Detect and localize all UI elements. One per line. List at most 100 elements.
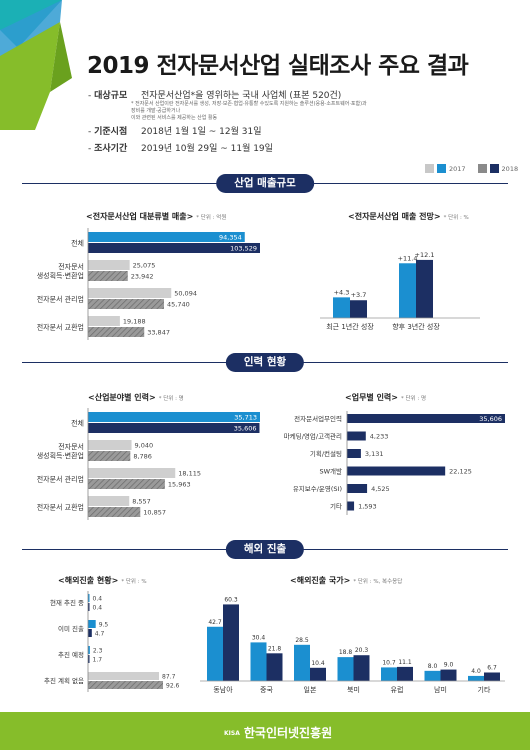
data-label-2018: 23,942 [131,273,154,281]
category-label: SW개발 [319,467,342,476]
chart6-title: <해외진출 국가> * 단위 : %, 복수응답 [290,576,403,585]
data-label-2017: 42.7 [208,619,222,626]
bar-2017 [88,468,176,478]
category-label: 기타 [330,502,342,511]
bar-2018 [88,299,164,309]
category-label: 전자문서 [58,262,84,271]
category-label: 전체 [71,419,84,428]
legend-label-2018: 2018 [501,164,519,173]
data-label-2017: 2.3 [93,648,103,655]
chart-workforce-by-job: 전자문서업무인력 35,606 마케팅/영업/고객관리 4,233 기획/컨설팅 3,13… [284,411,505,515]
category-label: 전체 [71,239,84,248]
category-label: 생성획득·변환업 [37,271,84,280]
data-label-2017: 19,188 [123,318,146,326]
bar-2018 [88,243,260,253]
bar-2017 [399,263,416,318]
data-label-2017: 0.4 [93,596,103,603]
bar-2018 [347,484,368,493]
bar-2017 [333,297,350,318]
bar-2018 [347,431,366,441]
bar-2018 [347,414,505,423]
bar-2017 [207,626,223,681]
bar-2018 [88,271,128,281]
data-label-2017: 8,557 [132,498,151,506]
category-label: 일본 [304,685,317,694]
chart1-title: <전자문서산업 대분류별 매출> * 단위 : 억원 [86,212,227,221]
corner-logo-shape [0,0,72,130]
chart5-title: <해외진출 현황> * 단위 : % [58,576,147,585]
chart-overseas-status: 현재 추진 중 0.4 0.4 이미 진출 9.5 4.7 추진 예정 2.3 1.7 추진 계획… [44,591,180,692]
page-title: 2019 전자문서산업 실태조사 주요 결과 [87,53,469,79]
category-label: 북미 [347,685,360,694]
bar-2017 [294,644,310,681]
bar-2017 [88,594,90,602]
data-label-2017: 87.7 [162,674,176,681]
bar-2017 [337,657,354,681]
org-name: 한국인터넷진흥원 [243,726,333,740]
bar-2017 [250,642,267,681]
bar-2018 [223,604,239,681]
legend-swatch-2017 [437,164,446,173]
data-label-2017: 35,713 [234,414,257,422]
data-label-2017: +11.4 [398,254,418,262]
section-band-workforce: 인력 현황 [0,353,530,373]
data-label-2018: 20.3 [355,647,369,654]
data-label-2018: 60.3 [224,596,238,603]
section-title-sales: 산업 매출규모 [216,174,314,193]
footer-bar: KISA 한국인터넷진흥원 [0,712,530,750]
category-label: 기획/컨설팅 [310,449,342,458]
data-label-2017: 4.0 [471,668,481,675]
data-label-2018: 35,606 [234,425,257,433]
data-label-2018: +3.7 [351,291,367,299]
category-label: 최근 1년간 성장 [326,322,374,331]
bar-2018 [347,501,355,511]
category-label: 이미 진출 [58,624,84,633]
bar-2017 [424,670,441,681]
data-label-2017: 94,354 [219,234,242,242]
data-label: 4,233 [370,432,389,440]
data-label-2017: 18,115 [178,470,201,478]
category-label: 유지보수/운영(SI) [293,484,342,493]
data-label: 3,131 [365,450,384,458]
bar-2018 [88,507,141,517]
category-label: 생성획득·변환업 [37,451,84,460]
chart2-title: <전자문서산업 매출 전망> * 단위 : % [348,212,469,221]
data-label-2017: 10.7 [382,659,396,666]
bar-2017 [88,232,245,242]
bar-2017 [88,260,130,270]
data-label-2017: 18.8 [339,649,353,656]
category-label: 추진 예정 [58,650,84,659]
data-label-2018: 8,786 [133,453,152,461]
bar-2017 [88,288,172,298]
data-label-2018: 15,963 [168,481,191,489]
category-label: 전자문서 [58,442,84,451]
data-label: 22,125 [449,467,472,475]
data-label: 4,525 [371,485,390,493]
section-title-overseas: 해외 진출 [225,540,305,559]
info-footnote: * 전자문서 산업이란 전자문서를 생성, 저장·보존·협업·유통할 수있도록 … [131,101,367,121]
bar-2018 [88,327,145,337]
category-label: 향후 3년간 성장 [392,322,440,331]
category-label: 중국 [260,686,273,694]
data-label: 1,593 [358,502,377,510]
section-title-workforce: 인력 현황 [225,353,305,372]
bar-2017 [88,672,160,680]
bar-2018 [347,449,361,458]
bar-2018 [397,666,413,681]
data-label-2017: 25,075 [133,262,156,270]
data-label-2018: 11.1 [398,659,412,666]
bar-2018 [88,655,90,663]
category-label: 남미 [434,685,447,694]
bar-2017 [468,675,484,681]
data-label-2018: 9.0 [444,662,454,669]
category-label: 전자문서 교환업 [37,323,84,332]
bar-2017 [88,412,260,422]
bar-2018 [266,653,283,681]
category-label: 추진 계획 없음 [44,676,84,685]
data-label-2018: 1.7 [93,657,103,664]
bar-2017 [88,316,120,326]
legend-label-2017: 2017 [449,164,466,173]
data-label-2018: 92.6 [166,683,180,690]
bar-2018 [353,655,370,681]
info-row-scope: - 대상규모 전자문서산업*을 영위하는 국내 사업체 (표본 520건) [88,91,342,101]
